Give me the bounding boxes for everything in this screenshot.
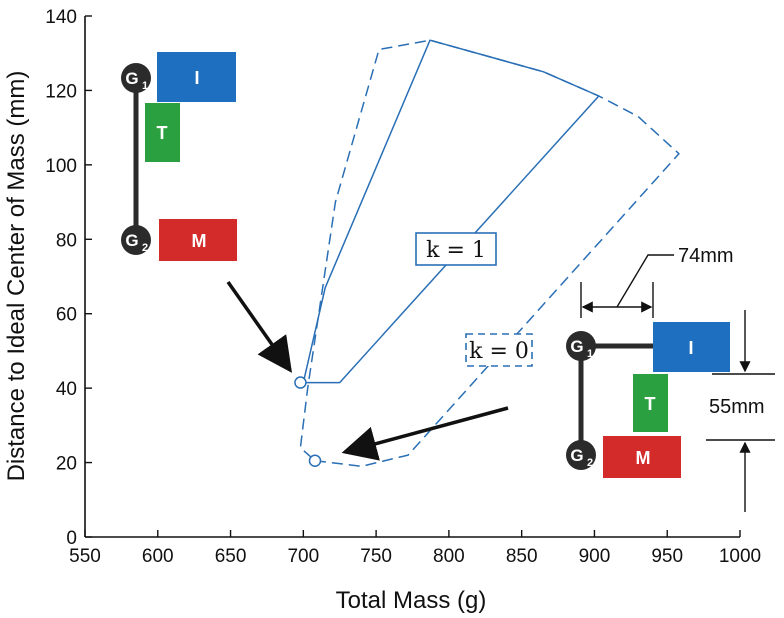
- arrow-to-k0-marker: [341, 406, 509, 461]
- x-axis-title: Total Mass (g): [336, 587, 487, 614]
- diagram-left-block-m-label: M: [192, 231, 207, 251]
- diagram-left-block-i-label: I: [194, 68, 199, 88]
- diagram-left-g2-label: G: [125, 231, 138, 250]
- diagram-left-joint-g2: [121, 225, 151, 255]
- diagram-left-block-i: [157, 52, 236, 102]
- x-tick-label: 950: [651, 546, 683, 567]
- x-tick-label: 550: [69, 546, 101, 567]
- y-ticks: 0 20 40 60 80 100 120 140: [45, 7, 92, 549]
- diagram-left: I T M G 1 G 2: [121, 52, 237, 261]
- diagram-right-block-i: [653, 322, 730, 372]
- diagram-left-g1-sub: 1: [142, 80, 148, 92]
- x-tick-label: 750: [360, 546, 392, 567]
- series-layer: [299, 39, 680, 468]
- diagram-left-block-m: [159, 219, 237, 261]
- x-tick-label: 700: [287, 546, 319, 567]
- x-tick-label: 1000: [719, 546, 761, 567]
- x-tick-label: 600: [142, 546, 174, 567]
- diagram-right-g2-sub: 2: [587, 457, 593, 469]
- y-tick-label: 120: [45, 81, 77, 102]
- y-tick-label: 140: [45, 7, 77, 28]
- y-tick-label: 20: [56, 454, 77, 475]
- diagram-right-block-m: [603, 436, 681, 478]
- diagram-right-joint-g2: [566, 440, 596, 470]
- arrow-to-k1-marker: [226, 280, 293, 373]
- k0-label-box: [465, 333, 533, 367]
- diagram-left-g2-sub: 2: [142, 242, 148, 254]
- y-tick-label: 0: [66, 528, 77, 549]
- diagram-right: I T M G 1 G 2 74mm 55mm: [566, 245, 775, 512]
- diagram-right-g1-sub: 1: [587, 348, 593, 360]
- y-tick-label: 40: [56, 379, 77, 400]
- diagram-left-block-t: [145, 103, 180, 162]
- y-tick-label: 60: [56, 305, 77, 326]
- diagram-left-block-t-label: T: [157, 123, 168, 143]
- x-ticks: 550 600 650 700 750 800 850 900 950 1000: [69, 530, 761, 567]
- diagram-right-block-t-label: T: [645, 394, 656, 414]
- dim-width-leader: [616, 254, 674, 308]
- k1-label-box: [415, 232, 497, 266]
- series-k0-dashed: [299, 39, 680, 468]
- y-axis-title: Distance to Ideal Center of Mass (mm): [3, 71, 30, 482]
- k0-label: k = 0: [469, 339, 529, 364]
- x-tick-label: 850: [506, 546, 538, 567]
- diagram-right-g2-label: G: [570, 446, 583, 465]
- k1-label: k = 1: [426, 238, 486, 263]
- dim-height-label: 55mm: [709, 396, 765, 418]
- diagram-right-block-m-label: M: [636, 448, 651, 468]
- diagram-left-g1-label: G: [125, 69, 138, 88]
- x-tick-label: 650: [215, 546, 247, 567]
- y-tick-label: 100: [45, 156, 77, 177]
- diagram-right-g1-label: G: [570, 337, 583, 356]
- diagram-right-block-i-label: I: [688, 338, 693, 358]
- diagram-right-joint-g1: [566, 331, 596, 361]
- y-tick-label: 80: [56, 230, 77, 251]
- dim-width-label: 74mm: [678, 245, 734, 267]
- marker-layer: [294, 376, 322, 467]
- series-k1-solid: [302, 39, 600, 384]
- diagram-right-block-t: [633, 374, 668, 432]
- diagram-left-joint-g1: [121, 63, 151, 93]
- x-tick-label: 800: [433, 546, 465, 567]
- marker-k1: [294, 376, 307, 389]
- marker-k0: [308, 454, 322, 467]
- x-tick-label: 900: [579, 546, 611, 567]
